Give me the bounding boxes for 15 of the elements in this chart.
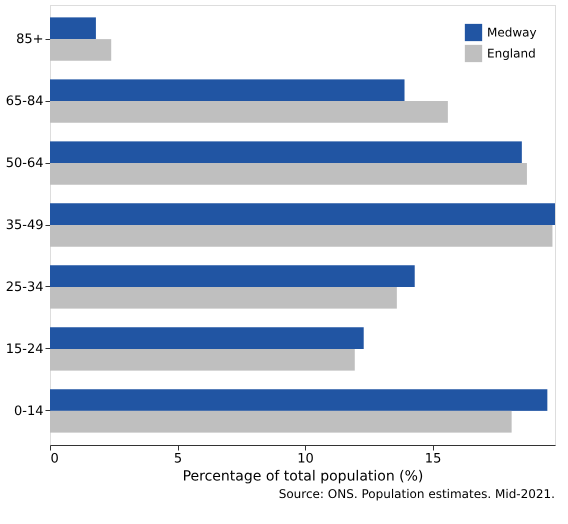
y-tick-label: 50-64 bbox=[6, 156, 44, 172]
y-tick-label: 65-84 bbox=[6, 94, 44, 110]
y-tick-label: 25-34 bbox=[6, 280, 44, 295]
x-tick-label: 5 bbox=[174, 452, 182, 466]
source-note: Source: ONS. Population estimates. Mid-2021. bbox=[278, 487, 555, 501]
y-tick-label: 0-14 bbox=[14, 404, 44, 419]
legend-label: Medway bbox=[487, 26, 537, 40]
x-tick-label: 10 bbox=[297, 452, 314, 466]
y-tick-label: 35-49 bbox=[6, 218, 44, 233]
x-tick-label: 15 bbox=[424, 452, 442, 466]
x-axis-title: Percentage of total population (%) bbox=[182, 468, 424, 484]
x-tick-label: 0 bbox=[50, 452, 59, 466]
legend-label: England bbox=[487, 46, 536, 60]
y-tick-label: 15-24 bbox=[6, 342, 44, 357]
y-tick-label: 85+ bbox=[16, 32, 44, 48]
